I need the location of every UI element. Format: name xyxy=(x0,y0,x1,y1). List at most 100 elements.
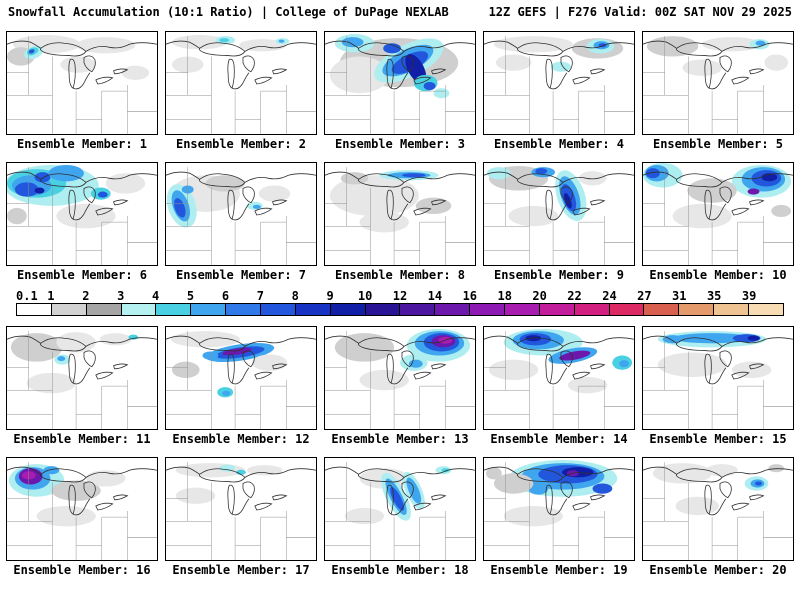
ensemble-panel: Ensemble Member: 19 xyxy=(483,457,635,578)
colorbar-tick: 4 xyxy=(152,289,160,303)
panel-label: Ensemble Member: 20 xyxy=(649,563,787,577)
ensemble-panel: Ensemble Member: 20 xyxy=(642,457,794,578)
snow-region xyxy=(747,335,760,341)
ensemble-map xyxy=(6,457,158,561)
snow-region xyxy=(768,464,785,473)
snow-region xyxy=(222,347,252,356)
snow-region xyxy=(340,172,369,185)
colorbar-tick: 35 xyxy=(706,289,722,303)
snow-blobs xyxy=(344,466,452,525)
colorbar-segments xyxy=(16,303,784,316)
snow-region xyxy=(652,463,713,484)
panel-label: Ensemble Member: 17 xyxy=(172,563,310,577)
snow-region xyxy=(747,188,760,195)
colorbar-tick: 0.1 xyxy=(16,289,38,303)
colorbar-tick: 9 xyxy=(326,289,334,303)
colorbar-tick: 3 xyxy=(117,289,125,303)
ensemble-map xyxy=(165,162,317,266)
snow-region xyxy=(441,468,450,473)
snow-region xyxy=(493,36,573,53)
snow-region xyxy=(258,185,291,202)
model-run-info: 12Z GEFS | F276 Valid: 00Z SAT NOV 29 20… xyxy=(488,5,792,19)
panel-label: Ensemble Member: 10 xyxy=(649,268,787,282)
ensemble-map xyxy=(483,326,635,430)
snow-region xyxy=(578,171,607,186)
ensemble-map xyxy=(165,326,317,430)
snow-region xyxy=(329,56,390,94)
snow-region xyxy=(771,204,792,218)
ensemble-panel: Ensemble Member: 18 xyxy=(324,457,476,578)
snow-region xyxy=(344,507,385,525)
snow-blobs xyxy=(493,36,624,72)
colorbar-ticks: 0.1 1 2 3 4 5 6 7 8 9 10 12 14 16 18 20 22 24 27 31 35 39 xyxy=(16,289,784,303)
colorbar-tick: 16 xyxy=(462,289,478,303)
snow-region xyxy=(56,203,116,229)
colorbar-tick: 39 xyxy=(741,289,757,303)
basemap-outline xyxy=(166,461,316,560)
ensemble-map xyxy=(324,31,476,135)
panel-label: Ensemble Member: 2 xyxy=(175,137,307,151)
colorbar-tick: 20 xyxy=(532,289,547,303)
snow-region xyxy=(383,43,401,54)
ensemble-panel: Ensemble Member: 10 xyxy=(642,162,794,283)
snow-region xyxy=(675,496,719,516)
snow-region xyxy=(645,168,660,179)
snow-region xyxy=(171,361,200,378)
colorbar-segment xyxy=(504,304,539,315)
snow-region xyxy=(34,172,51,183)
ensemble-panel: Ensemble Member: 16 xyxy=(6,457,158,578)
header: Snowfall Accumulation (10:1 Ratio) | Col… xyxy=(0,0,800,21)
snow-region xyxy=(334,333,395,362)
snow-blobs xyxy=(334,329,471,391)
snow-region xyxy=(687,178,737,203)
ensemble-panel: Ensemble Member: 11 xyxy=(6,326,158,447)
snow-region xyxy=(121,65,150,80)
ensemble-panel: Ensemble Member: 1 xyxy=(6,31,158,152)
snow-region xyxy=(755,481,762,486)
colorbar-segment xyxy=(399,304,435,315)
panel-label: Ensemble Member: 18 xyxy=(331,563,469,577)
panel-label: Ensemble Member: 1 xyxy=(16,137,148,151)
colorbar-tick: 10 xyxy=(357,289,373,303)
panel-label: Ensemble Member: 16 xyxy=(13,563,151,577)
panel-row-4: Ensemble Member: 16 Ensemble Member: 17 … xyxy=(6,457,794,578)
ensemble-map xyxy=(483,31,635,135)
colorbar: 0.1 1 2 3 4 5 6 7 8 9 10 12 14 16 18 20 22 24 27 31 35 39 xyxy=(16,289,784,316)
snow-region xyxy=(329,175,419,217)
snow-region xyxy=(755,40,766,46)
snow-region xyxy=(433,88,450,99)
snow-region xyxy=(57,356,66,362)
snow-region xyxy=(731,361,772,378)
colorbar-tick: 12 xyxy=(392,289,408,303)
snow-region xyxy=(219,38,230,43)
panel-row-1: Ensemble Member: 1 Ensemble Member: 2 En… xyxy=(6,31,794,152)
ensemble-panel: Ensemble Member: 5 xyxy=(642,31,794,152)
snow-region xyxy=(205,175,245,192)
snow-region xyxy=(495,54,532,71)
snow-region xyxy=(48,165,84,182)
colorbar-segment xyxy=(573,304,609,315)
snow-region xyxy=(528,482,549,495)
panel-label: Ensemble Member: 7 xyxy=(175,268,307,282)
snow-region xyxy=(236,469,246,475)
snow-region xyxy=(85,470,126,487)
panel-row-3: Ensemble Member: 11 Ensemble Member: 12 … xyxy=(6,326,794,447)
snow-region xyxy=(10,333,63,362)
snow-blobs xyxy=(166,175,291,228)
snow-region xyxy=(646,36,699,57)
snow-region xyxy=(34,187,45,194)
ensemble-panel: Ensemble Member: 6 xyxy=(6,162,158,283)
snow-region xyxy=(170,331,241,348)
colorbar-segment xyxy=(260,304,295,315)
snow-blobs xyxy=(329,170,452,233)
colorbar-tick: 31 xyxy=(672,289,687,303)
product-title: Snowfall Accumulation (10:1 Ratio) | Col… xyxy=(8,5,449,19)
ensemble-panel: Ensemble Member: 8 xyxy=(324,162,476,283)
colorbar-segment xyxy=(294,304,330,315)
ensemble-map xyxy=(6,162,158,266)
snow-region xyxy=(278,39,285,43)
panel-label: Ensemble Member: 19 xyxy=(490,563,628,577)
snow-blobs xyxy=(652,463,785,516)
snow-region xyxy=(493,473,534,494)
ensemble-panel: Ensemble Member: 7 xyxy=(165,162,317,283)
